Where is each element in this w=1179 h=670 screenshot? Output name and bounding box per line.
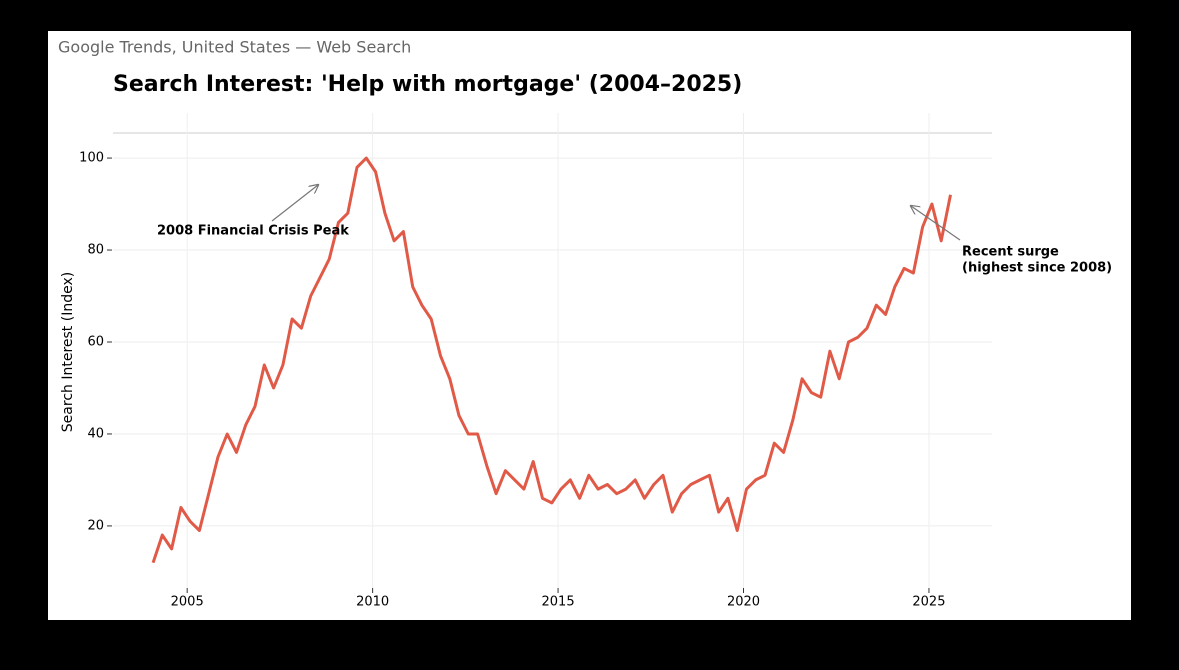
x-tick-label: 2005	[171, 595, 204, 610]
annotation: 2008 Financial Crisis Peak	[157, 224, 349, 239]
x-tick-label: 2015	[542, 595, 575, 610]
x-tick-label: 2010	[356, 595, 389, 610]
y-axis-label: Search Interest (Index)	[60, 272, 76, 432]
panel	[48, 31, 1131, 620]
grid: 20 40 60 80 100 2005 2010 2015 2020 2025	[79, 113, 992, 610]
y-tick-label: 80	[87, 243, 104, 258]
annotation-arrow	[911, 206, 961, 241]
plot	[151, 156, 952, 564]
annotation: Recent surge	[962, 245, 1059, 260]
series-line	[151, 156, 952, 564]
chart-title: Search Interest: 'Help with mortgage' (2…	[113, 72, 742, 97]
annotation: (highest since 2008)	[962, 261, 1112, 276]
annotation-arrow	[271, 185, 318, 222]
x-tick-label: 2025	[912, 595, 945, 610]
x-tick-label: 2020	[727, 595, 760, 610]
subtitle: Google Trends, United States — Web Searc…	[58, 38, 411, 57]
y-tick-label: 60	[87, 334, 104, 349]
y-tick-label: 40	[87, 426, 104, 441]
y-tick-label: 20	[87, 518, 104, 533]
y-tick-label: 100	[79, 151, 104, 166]
